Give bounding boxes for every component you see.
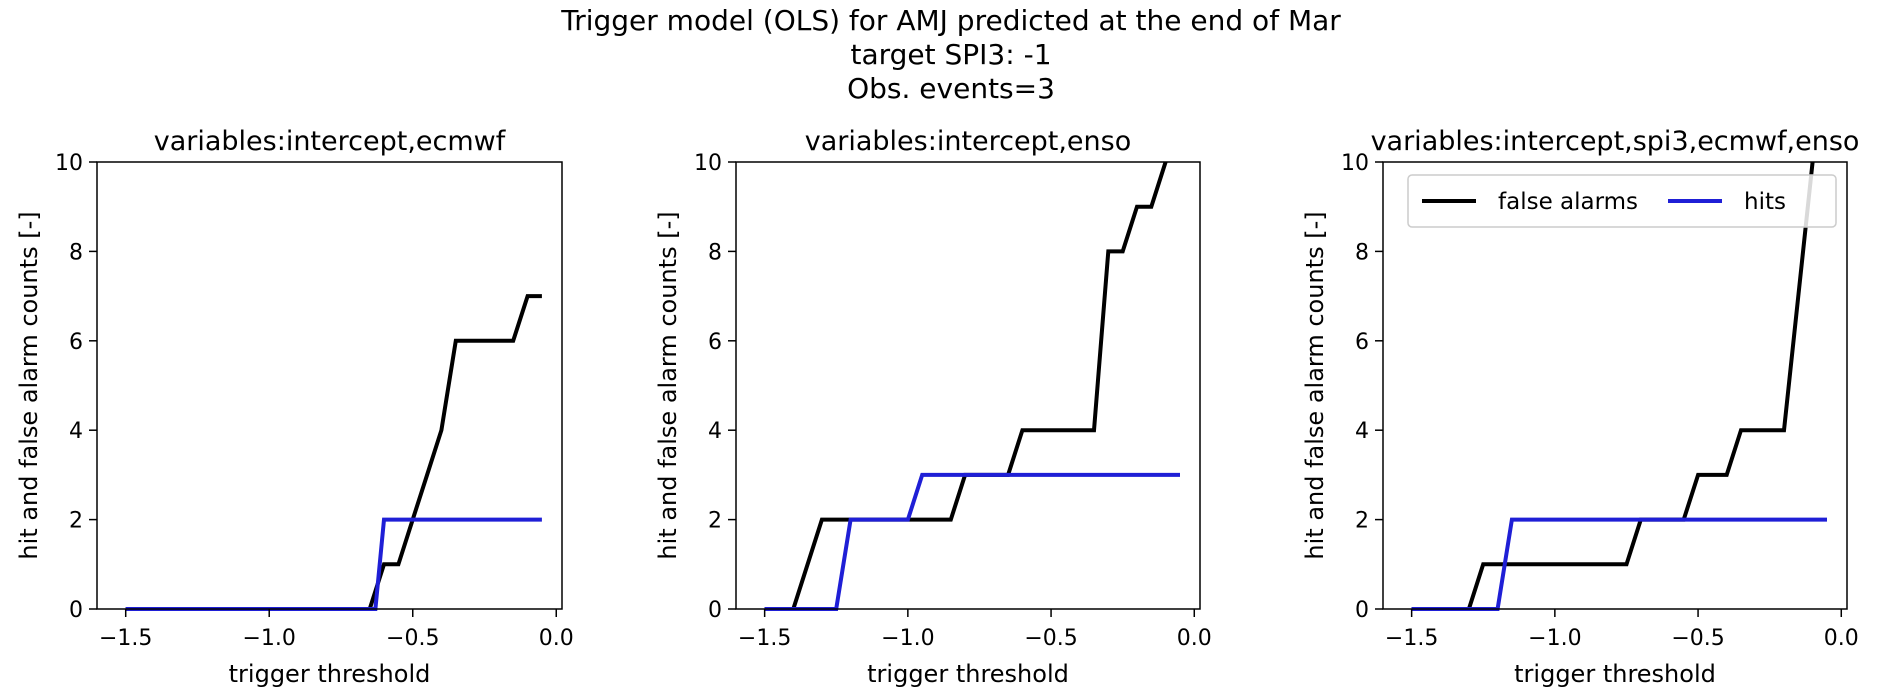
x-tick-label: −0.5: [1024, 626, 1077, 651]
x-tick-label: −0.5: [1671, 626, 1724, 651]
axes-frame: [735, 161, 1201, 610]
y-tick-label: 4: [708, 419, 722, 444]
x-axis-label: trigger threshold: [867, 660, 1069, 688]
y-tick-label: 6: [708, 330, 722, 355]
x-tick-label: −0.5: [386, 626, 439, 651]
x-tick-label: −1.0: [1528, 626, 1581, 651]
y-tick-label: 6: [1355, 330, 1369, 355]
x-tick-label: 0.0: [1177, 626, 1212, 651]
x-tick-label: −1.5: [1385, 626, 1438, 651]
x-axis-label: trigger threshold: [1514, 660, 1716, 688]
subplot-title: variables:intercept,enso: [805, 126, 1131, 157]
series-line-false-alarms: [125, 294, 542, 611]
y-tick-label: 0: [1355, 598, 1369, 623]
suptitle-line-1: Trigger model (OLS) for AMJ predicted at…: [561, 4, 1341, 37]
y-tick-label: 4: [69, 419, 83, 444]
figure-suptitle: Trigger model (OLS) for AMJ predicted at…: [0, 4, 1902, 106]
subplot-3: variables:intercept,spi3,ecmwf,enso −1.5 −…: [1301, 126, 1859, 688]
series-line-hits: [125, 517, 542, 611]
y-axis-label: hit and false alarm counts [-]: [654, 211, 682, 559]
x-tick-label: −1.5: [738, 626, 791, 651]
subplot-2: variables:intercept,enso −1.5 −1.0 −0.5 0.0 0…: [654, 126, 1212, 688]
y-tick-label: 2: [1355, 509, 1369, 534]
series-line-hits: [764, 472, 1180, 611]
subplot-title: variables:intercept,spi3,ecmwf,enso: [1371, 126, 1860, 157]
y-tick-label: 2: [708, 509, 722, 534]
y-axis-label: hit and false alarm counts [-]: [15, 211, 43, 559]
y-tick-label: 10: [55, 151, 83, 176]
series-line-false-alarms: [764, 161, 1168, 611]
x-axis-label: trigger threshold: [229, 660, 431, 688]
x-tick-label: −1.0: [243, 626, 296, 651]
series-line-false-alarms: [1411, 161, 1815, 611]
y-tick-label: 8: [69, 240, 83, 265]
legend: false alarms hits: [1407, 174, 1837, 228]
x-tick-label: 0.0: [539, 626, 574, 651]
subplot-1: variables:intercept,ecmwf −1.5 −1.0 −0.5 0.0…: [15, 126, 574, 688]
y-tick-label: 0: [69, 598, 83, 623]
y-tick-label: 6: [69, 330, 83, 355]
y-tick-label: 10: [694, 151, 722, 176]
y-tick-label: 4: [1355, 419, 1369, 444]
x-tick-label: −1.0: [881, 626, 934, 651]
legend-box: [1407, 174, 1837, 228]
y-tick-label: 2: [69, 509, 83, 534]
x-tick-label: 0.0: [1824, 626, 1859, 651]
y-tick-label: 8: [708, 240, 722, 265]
suptitle-line-3: Obs. events=3: [847, 72, 1055, 105]
y-tick-label: 0: [708, 598, 722, 623]
legend-label-false-alarms: false alarms: [1498, 189, 1638, 215]
axes-frame: [96, 161, 563, 610]
y-tick-label: 10: [1341, 151, 1369, 176]
subplot-title: variables:intercept,ecmwf: [154, 126, 507, 157]
x-tick-label: −1.5: [99, 626, 152, 651]
suptitle-line-2: target SPI3: -1: [850, 38, 1052, 71]
y-axis-label: hit and false alarm counts [-]: [1301, 211, 1329, 559]
axes-frame: [1382, 161, 1848, 610]
y-tick-label: 8: [1355, 240, 1369, 265]
legend-label-hits: hits: [1744, 189, 1786, 215]
